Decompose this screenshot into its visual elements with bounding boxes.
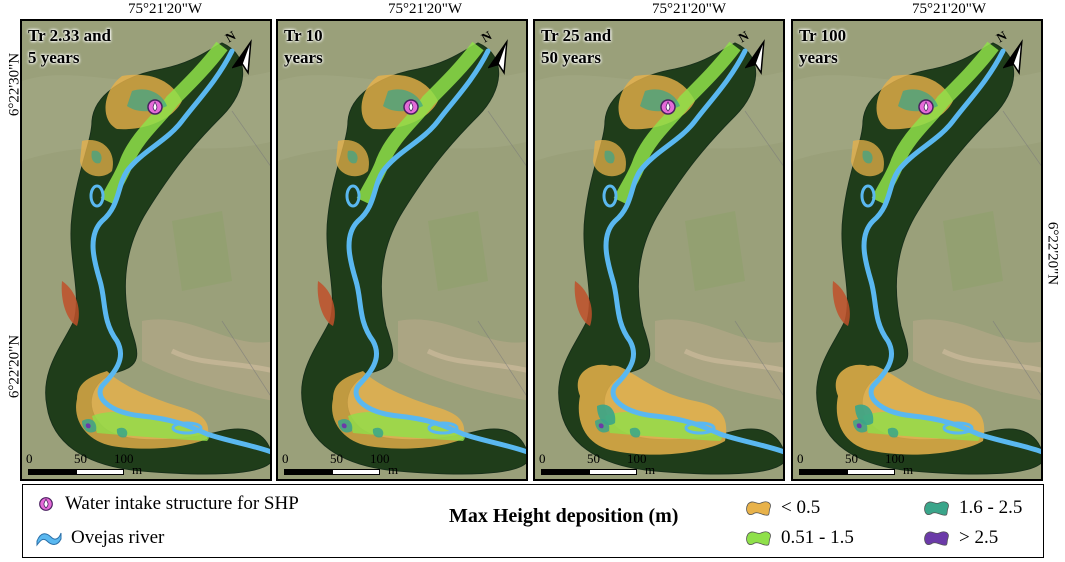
map-panel-3: Tr 25 and 50 years N 0 50 100 m: [533, 19, 785, 481]
right-latitude: 6°22'20"N: [1044, 221, 1061, 286]
panel-title: Tr 10 years: [284, 26, 323, 67]
scale-bar: 0 50 100 m: [793, 445, 923, 479]
scale-segment-2: [847, 469, 895, 475]
scale-label: 0: [282, 451, 289, 466]
scale-unit: m: [645, 462, 656, 477]
scale-segment-2: [332, 469, 380, 475]
scale-label: 100: [627, 451, 647, 466]
scale-label: 50: [587, 451, 600, 466]
scale-label: 100: [370, 451, 390, 466]
legend-river-label: Ovejas river: [71, 527, 165, 548]
map-canvas: [22, 21, 270, 479]
water-intake-icon: [147, 99, 163, 115]
class-swatch-icon: [746, 501, 771, 516]
map-canvas: [793, 21, 1041, 479]
legend-class-2: 0.51 - 1.5: [745, 527, 854, 549]
class-swatch-icon: [924, 531, 949, 546]
scale-label: 50: [845, 451, 858, 466]
class-swatch-icon: [746, 531, 771, 546]
scale-segment-2: [589, 469, 637, 475]
top-longitude-4: 75°21'20"W: [912, 1, 986, 17]
legend: Water intake structure for SHP Ovejas ri…: [22, 484, 1044, 558]
deposition-legend-title: Max Height deposition (m): [449, 505, 679, 527]
scale-unit: m: [132, 462, 143, 477]
map-panel-1: Tr 2.33 and 5 years N 0 50 100 m: [20, 19, 272, 481]
legend-class-3: 1.6 - 2.5: [923, 497, 1022, 519]
top-longitude-3: 75°21'20"W: [652, 1, 726, 17]
scale-bar: 0 50 100 m: [22, 445, 152, 479]
water-intake-icon: [660, 99, 676, 115]
scale-label: 0: [539, 451, 546, 466]
legend-class-1: < 0.5: [745, 497, 820, 519]
legend-class-label: < 0.5: [781, 497, 821, 518]
scale-segment-1: [284, 469, 332, 475]
scale-label: 0: [26, 451, 33, 466]
scale-bar: 0 50 100 m: [535, 445, 665, 479]
north-arrow-icon: N: [223, 28, 260, 80]
intake-icon: [39, 497, 53, 511]
legend-intake: Water intake structure for SHP: [35, 493, 299, 515]
water-intake-icon: [918, 99, 934, 115]
map-canvas: [535, 21, 783, 479]
panel-title: Tr 25 and 50 years: [541, 26, 612, 67]
top-longitude-2: 75°21'20"W: [388, 1, 462, 17]
scale-label: 0: [797, 451, 804, 466]
map-panel-4: Tr 100 years N 0 50 100 m: [791, 19, 1043, 481]
scale-segment-2: [76, 469, 124, 475]
panel-title: Tr 2.33 and 5 years: [28, 26, 111, 67]
legend-class-label: > 2.5: [959, 527, 999, 548]
scale-segment-1: [799, 469, 847, 475]
scale-unit: m: [388, 462, 399, 477]
class-swatch-icon: [924, 501, 949, 516]
north-arrow-icon: N: [736, 28, 773, 80]
top-longitude-1: 75°21'20"W: [128, 1, 202, 17]
panel-title: Tr 100 years: [799, 26, 847, 67]
scale-segment-1: [28, 469, 76, 475]
scale-bar: 0 50 100 m: [278, 445, 408, 479]
river-icon: [36, 532, 62, 547]
legend-class-4: > 2.5: [923, 527, 998, 549]
north-arrow-icon: N: [479, 28, 516, 80]
north-arrow-icon: N: [994, 28, 1031, 80]
scale-segment-1: [541, 469, 589, 475]
legend-river: Ovejas river: [35, 527, 164, 549]
scale-unit: m: [903, 462, 914, 477]
scale-label: 100: [885, 451, 905, 466]
scale-label: 50: [330, 451, 343, 466]
water-intake-icon: [403, 99, 419, 115]
legend-class-label: 1.6 - 2.5: [959, 497, 1023, 518]
legend-intake-label: Water intake structure for SHP: [65, 493, 299, 514]
scale-label: 100: [114, 451, 134, 466]
scale-label: 50: [74, 451, 87, 466]
map-canvas: [278, 21, 526, 479]
legend-class-label: 0.51 - 1.5: [781, 527, 854, 548]
map-panel-2: Tr 10 years N 0 50 100 m: [276, 19, 528, 481]
